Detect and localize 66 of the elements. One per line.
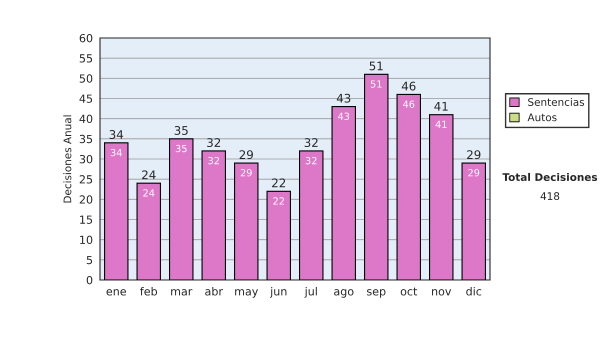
total-label: 51 — [370, 62, 383, 70]
bar — [298, 150, 324, 280]
y-tick-label: 15 — [80, 216, 92, 224]
bar — [201, 150, 226, 280]
bar — [331, 106, 356, 280]
y-tick-label: 25 — [80, 175, 92, 184]
y-tick-label: 0 — [86, 276, 92, 284]
y-tick-label: 35 — [80, 134, 92, 144]
y-tick-label: 5 — [86, 256, 92, 264]
data-label: 29 — [240, 169, 252, 176]
total-label: 43 — [336, 94, 350, 103]
bar — [364, 74, 389, 280]
total-label: 24 — [142, 170, 156, 180]
total-label: 35 — [174, 126, 188, 135]
x-tick-label: jun — [270, 286, 286, 298]
total-label: 34 — [110, 130, 124, 139]
y-tick-label: 20 — [80, 195, 92, 204]
data-label: 46 — [403, 100, 414, 108]
text: Total Decisiones — [502, 172, 598, 182]
total-label: 32 — [207, 138, 220, 148]
x-tick-label: dic — [466, 286, 482, 296]
bar — [234, 162, 259, 280]
data-label: 43 — [338, 112, 350, 120]
total-label: 46 — [402, 82, 416, 91]
x-tick-label: may — [235, 289, 258, 298]
data-label: 22 — [273, 197, 284, 205]
x-tick-label: nov — [432, 289, 452, 296]
data-label: 34 — [110, 148, 122, 156]
bar — [461, 162, 486, 280]
y-tick-label: 60 — [80, 34, 92, 42]
data-label: 32 — [208, 156, 219, 164]
data-label: 32 — [306, 156, 316, 164]
total-label: 29 — [467, 150, 480, 160]
x-tick-label: ago — [334, 289, 354, 298]
bar — [104, 142, 129, 280]
x-tick-label: ene — [106, 289, 126, 296]
total-label: 32 — [304, 138, 318, 148]
bar — [168, 138, 194, 280]
y-tick-label: 50 — [80, 74, 92, 83]
x-tick-label: oct — [400, 288, 418, 296]
legend-label: Autos — [528, 114, 557, 122]
y-tick-label: 45 — [79, 94, 92, 103]
data-label: 41 — [436, 120, 447, 128]
total-label: 22 — [272, 178, 286, 188]
x-tick-label: mar — [171, 289, 192, 296]
bar — [396, 94, 422, 280]
data-label: 51 — [370, 80, 382, 88]
data-label: 29 — [468, 169, 480, 176]
text: 418 — [540, 192, 560, 200]
x-tick-label: abr — [205, 286, 223, 296]
legend-label: Sentencias — [528, 98, 584, 106]
y-tick-label: 55 — [80, 54, 92, 63]
total-label: 29 — [240, 150, 253, 160]
bar — [266, 190, 292, 280]
x-tick-label: feb — [140, 286, 158, 296]
bar — [136, 182, 162, 280]
y-tick-label: 10 — [80, 236, 92, 244]
data-label: 35 — [176, 144, 187, 152]
data-label: 24 — [143, 189, 154, 196]
y-tick-label: 40 — [79, 114, 92, 124]
y-axis-title: Decisiones Anual — [63, 115, 72, 203]
x-tick-label: jul — [304, 286, 317, 298]
bar — [428, 114, 454, 280]
total-label: 41 — [434, 102, 448, 111]
x-tick-label: sep — [367, 289, 386, 298]
y-tick-label: 30 — [80, 154, 92, 164]
